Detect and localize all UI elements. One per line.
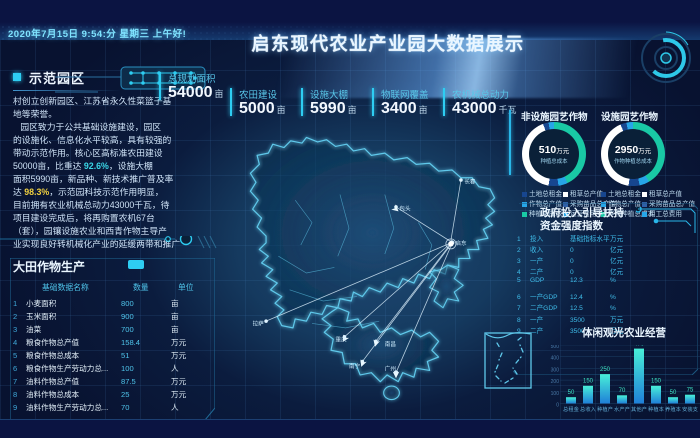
svg-text:470: 470 [634, 345, 645, 347]
svg-text:包头: 包头 [399, 204, 411, 212]
svg-text:总租金: 总租金 [563, 405, 580, 413]
svg-text:70: 70 [619, 388, 626, 394]
svg-text:75: 75 [687, 387, 694, 393]
svg-text:南昌: 南昌 [385, 340, 396, 348]
svg-text:100: 100 [551, 391, 560, 397]
svg-text:50: 50 [568, 390, 575, 396]
svg-text:0: 0 [556, 403, 559, 409]
svg-text:150: 150 [651, 379, 662, 385]
svg-text:拉萨: 拉萨 [253, 320, 265, 328]
svg-text:200: 200 [551, 379, 560, 385]
svg-text:重庆: 重庆 [336, 335, 348, 343]
svg-text:种植产: 种植产 [597, 405, 613, 413]
svg-text:水产产: 水产产 [614, 405, 630, 413]
svg-text:其他产: 其他产 [631, 405, 647, 413]
svg-text:长春: 长春 [464, 177, 476, 185]
svg-text:400: 400 [551, 356, 560, 362]
svg-text:种植本: 种植本 [648, 405, 665, 413]
svg-text:启东: 启东 [455, 239, 467, 247]
svg-text:50: 50 [670, 390, 677, 396]
svg-text:300: 300 [551, 367, 560, 373]
svg-text:安装支: 安装支 [682, 405, 699, 413]
svg-text:250: 250 [600, 367, 611, 373]
svg-text:500: 500 [551, 345, 560, 350]
svg-text:养殖本: 养殖本 [665, 405, 682, 413]
svg-text:广州: 广州 [385, 364, 396, 372]
svg-text:南宁: 南宁 [349, 362, 361, 370]
svg-text:总收入: 总收入 [580, 405, 597, 413]
svg-text:150: 150 [583, 379, 594, 385]
